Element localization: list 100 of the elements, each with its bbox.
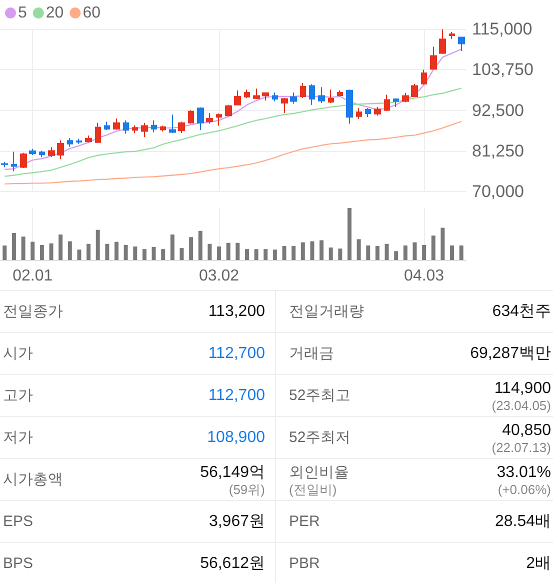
y-tick-label: 103,750 xyxy=(472,60,534,80)
bar xyxy=(68,241,72,260)
line-series xyxy=(4,120,462,185)
candlestick xyxy=(244,89,250,98)
bar xyxy=(338,248,342,260)
candlestick xyxy=(458,36,465,52)
candlestick xyxy=(225,104,232,117)
bar xyxy=(152,247,156,260)
candlestick xyxy=(57,140,64,160)
bar xyxy=(12,232,16,260)
bar xyxy=(431,236,436,260)
candlestick xyxy=(48,146,55,158)
candlestick xyxy=(328,89,334,104)
bar xyxy=(328,248,333,260)
bar xyxy=(77,250,82,260)
bar xyxy=(356,239,361,260)
bar xyxy=(366,245,370,260)
text: 고가 xyxy=(3,386,33,405)
candlestick xyxy=(272,92,278,102)
candlestick xyxy=(365,108,371,118)
candlestick xyxy=(132,124,138,134)
bar xyxy=(142,249,146,260)
candlestick xyxy=(346,89,353,124)
x-tick-label: 03.02 xyxy=(198,268,240,284)
bar xyxy=(86,244,91,260)
bar xyxy=(21,236,26,260)
candlestick xyxy=(169,114,176,134)
line-series xyxy=(4,88,462,177)
bar xyxy=(440,228,445,260)
text: 40,850 (22.07.13) xyxy=(492,420,551,454)
candlestick xyxy=(234,90,241,106)
candlestick xyxy=(356,108,362,120)
candlestick xyxy=(300,82,306,98)
text: 3,967원 xyxy=(208,512,265,531)
bar xyxy=(375,246,380,260)
bar xyxy=(96,230,100,260)
bar xyxy=(292,246,296,260)
candlestick xyxy=(216,113,222,126)
candlestick xyxy=(160,125,166,132)
bar xyxy=(412,242,417,260)
bar xyxy=(310,241,314,260)
text: 113,200 xyxy=(208,302,265,321)
x-tick-label: 04.03 xyxy=(404,268,444,284)
bar xyxy=(459,245,464,260)
bar xyxy=(384,244,389,260)
candlestick xyxy=(393,98,399,108)
text: 114,900 (23.04.05) xyxy=(492,378,551,412)
bar xyxy=(422,244,426,260)
text: 112,700 xyxy=(208,386,265,405)
candlestick xyxy=(374,106,381,116)
bar xyxy=(348,208,352,260)
text: EPS xyxy=(3,512,34,531)
bar xyxy=(180,248,184,260)
candlestick xyxy=(411,83,418,98)
bar xyxy=(198,230,202,260)
text: 2배 xyxy=(526,554,551,573)
bar xyxy=(226,242,230,260)
candlestick xyxy=(29,148,36,156)
text: 전일종가 xyxy=(3,302,63,321)
bar xyxy=(40,244,44,260)
candlestick xyxy=(402,92,409,103)
y-tick-label: 92,500 xyxy=(472,100,524,120)
candlestick xyxy=(188,110,194,124)
candlestick xyxy=(281,97,288,114)
text: 69,287백만 xyxy=(470,344,551,363)
candlestick xyxy=(262,92,269,101)
x-tick-label: 02.01 xyxy=(12,268,53,284)
legend-label: 60 xyxy=(82,4,101,22)
bar xyxy=(161,249,166,260)
candlestick xyxy=(253,88,260,100)
bar xyxy=(320,240,324,260)
text: 112,700 xyxy=(208,344,265,363)
candlestick xyxy=(430,46,437,70)
text: 108,900 xyxy=(207,428,265,447)
candlestick xyxy=(1,161,8,168)
candlestick xyxy=(113,118,120,130)
text: 28.54배 xyxy=(494,512,551,531)
text: 저가 xyxy=(3,428,33,447)
candlestick xyxy=(123,120,129,134)
bar xyxy=(170,234,174,260)
candlestick xyxy=(384,94,390,112)
candlestick xyxy=(439,28,446,54)
line-series xyxy=(4,48,462,170)
y-tick-label: 70,000 xyxy=(472,182,524,201)
candlestick xyxy=(318,86,325,104)
legend-label: 20 xyxy=(46,4,64,22)
bar xyxy=(114,242,118,260)
candlestick xyxy=(309,84,315,106)
candlestick xyxy=(76,138,82,144)
bar xyxy=(236,242,240,260)
bar xyxy=(189,237,194,260)
bar xyxy=(133,246,138,260)
text: 시가 xyxy=(3,344,33,363)
candlestick xyxy=(95,122,101,144)
y-tick-label: 81,250 xyxy=(472,141,524,160)
bar xyxy=(208,244,212,260)
candlestick xyxy=(337,90,343,98)
text: 시가총액 xyxy=(3,470,63,489)
bar xyxy=(254,249,258,260)
candlestick xyxy=(39,150,45,158)
